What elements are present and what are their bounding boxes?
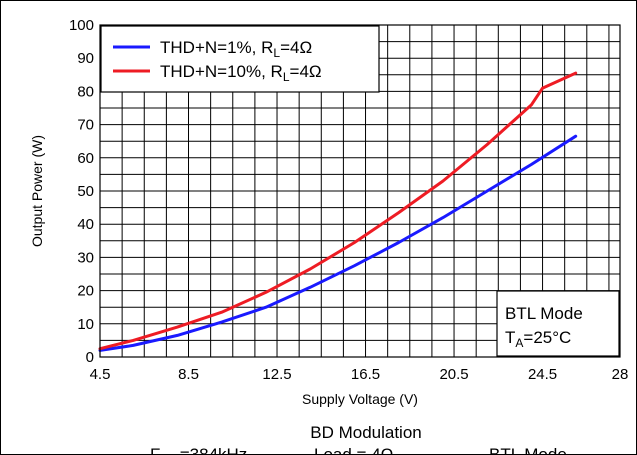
- series-line-thd-1pct: [98, 134, 578, 352]
- footer-load: Load = 4Ω: [314, 445, 393, 455]
- y-tick-label: 20: [77, 283, 94, 300]
- x-tick-label: 24.5: [528, 366, 557, 383]
- y-tick-label: 0: [86, 349, 94, 366]
- x-tick-label: 12.5: [262, 366, 291, 383]
- plot-border: [99, 24, 621, 358]
- footer-title: BD Modulation: [310, 423, 422, 442]
- x-tick-label: 28: [612, 366, 629, 383]
- x-axis-label: Supply Voltage (V): [302, 391, 418, 407]
- x-tick-label: 20.5: [439, 366, 468, 383]
- legend-label-10pct: THD+N=10%, RL=4Ω: [160, 62, 322, 84]
- condition-annotation: BTL Mode TA=25°C: [496, 290, 620, 357]
- y-tick-label: 60: [77, 150, 94, 167]
- series-line-thd-10pct: [98, 71, 578, 351]
- legend: THD+N=1%, RL=4Ω THD+N=10%, RL=4Ω: [100, 25, 380, 93]
- x-tick-labels: 4.5 8.5 12.5 16.5 20.5 24.5 28: [90, 366, 629, 383]
- annotation-temperature: TA=25°C: [505, 328, 571, 350]
- y-tick-label: 10: [77, 316, 94, 333]
- y-tick-label: 80: [77, 83, 94, 100]
- footer-frequency: FSW=384kHz: [150, 445, 247, 455]
- footer-mode: BTL Mode: [489, 445, 567, 455]
- legend-box: [100, 25, 380, 93]
- x-tick-label: 8.5: [178, 366, 199, 383]
- y-tick-label: 40: [77, 216, 94, 233]
- annotation-box: [496, 290, 620, 357]
- series-layer: [98, 71, 578, 352]
- y-tick-label: 100: [69, 17, 94, 34]
- y-tick-labels: 0 10 20 30 40 50 60 70 80 90 100: [69, 17, 94, 366]
- y-axis-label: Output Power (W): [29, 135, 45, 247]
- annotation-mode: BTL Mode: [505, 304, 583, 323]
- y-tick-label: 50: [77, 183, 94, 200]
- x-tick-label: 16.5: [351, 366, 380, 383]
- x-tick-label: 4.5: [90, 366, 111, 383]
- y-tick-label: 30: [77, 249, 94, 266]
- legend-label-1pct: THD+N=1%, RL=4Ω: [160, 38, 312, 60]
- y-tick-label: 70: [77, 117, 94, 134]
- y-tick-label: 90: [77, 50, 94, 67]
